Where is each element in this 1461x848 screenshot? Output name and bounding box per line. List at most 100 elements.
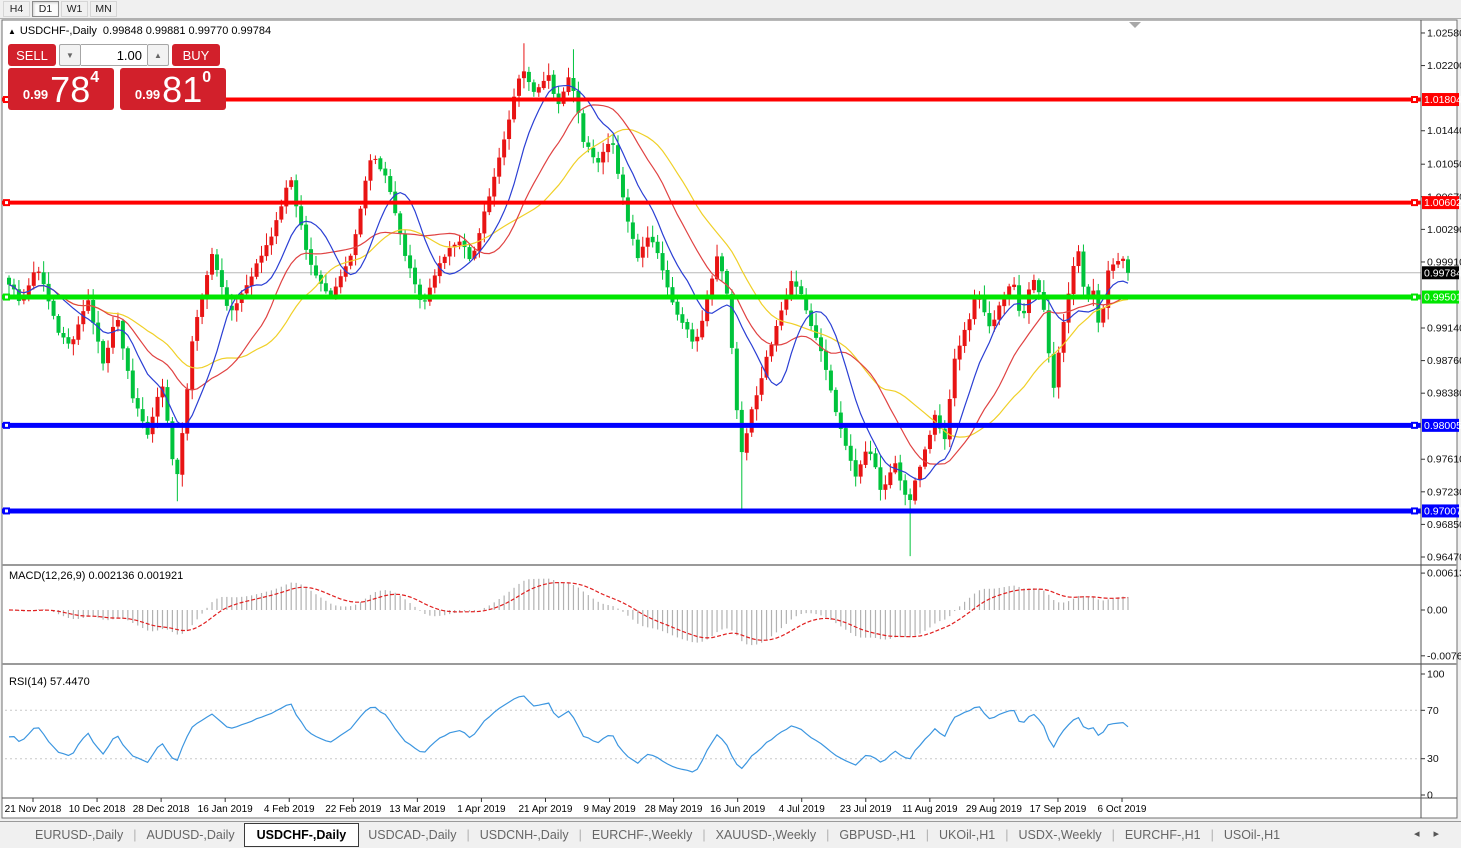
time-axis-label: 22 Feb 2019 bbox=[325, 804, 382, 815]
volume-decrease-button[interactable]: ▼ bbox=[59, 44, 81, 66]
price-label-1.00602 bbox=[1422, 196, 1459, 210]
time-axis-label: 29 Aug 2019 bbox=[966, 804, 1023, 815]
chart-tab-usdx-weekly[interactable]: USDX-,Weekly bbox=[1018, 828, 1102, 842]
chart-tab-usdcad-daily[interactable]: USDCAD-,Daily bbox=[368, 828, 457, 842]
time-axis-label: 16 Jan 2019 bbox=[198, 804, 253, 815]
chart-tab-usdcnh-daily[interactable]: USDCNH-,Daily bbox=[479, 828, 569, 842]
time-axis-label: 4 Feb 2019 bbox=[264, 804, 315, 815]
time-axis-label: 6 Oct 2019 bbox=[1098, 804, 1147, 815]
sell-price-prefix: 0.99 bbox=[22, 87, 49, 102]
sell-price-display[interactable]: 0.99 78 4 bbox=[8, 68, 114, 110]
collapse-triangle-icon[interactable]: ▲ bbox=[8, 27, 16, 36]
sell-button[interactable]: SELL bbox=[8, 44, 56, 66]
time-axis-label: 28 May 2019 bbox=[645, 804, 703, 815]
time-axis-label: 21 Apr 2019 bbox=[519, 804, 573, 815]
time-axis-label: 1 Apr 2019 bbox=[457, 804, 506, 815]
one-click-trading-panel: SELL ▼ 1.00 ▲ BUY 0.99 78 4 0.99 81 0 bbox=[8, 44, 226, 112]
chart-tab-xauusd-weekly[interactable]: XAUUSD-,Weekly bbox=[715, 828, 817, 842]
time-axis-label: 10 Dec 2018 bbox=[69, 804, 126, 815]
chart-tab-gbpusd-h1[interactable]: GBPUSD-,H1 bbox=[839, 828, 916, 842]
chart-frame bbox=[1, 19, 1458, 819]
tab-separator: | bbox=[826, 828, 830, 842]
ma-mid-line bbox=[8, 104, 1129, 465]
svg-text:0.99784: 0.99784 bbox=[1424, 267, 1461, 279]
rsi-axis-label: 70 bbox=[1427, 705, 1439, 717]
svg-text:1.00602: 1.00602 bbox=[1424, 197, 1461, 209]
sell-price-sup: 4 bbox=[90, 69, 100, 86]
timeframe-button-h4[interactable]: H4 bbox=[3, 1, 30, 17]
price-axis[interactable]: 1.025801.022001.014401.010501.006701.002… bbox=[1421, 27, 1461, 802]
tab-scroll-right-icon[interactable]: ▸ bbox=[1433, 828, 1453, 840]
time-axis-label: 17 Sep 2019 bbox=[1030, 804, 1087, 815]
timeframe-button-d1[interactable]: D1 bbox=[32, 1, 59, 17]
time-axis-label: 9 May 2019 bbox=[583, 804, 636, 815]
price-label-0.99501 bbox=[1422, 290, 1459, 304]
chart-tab-eurchf-weekly[interactable]: EURCHF-,Weekly bbox=[591, 828, 693, 842]
price-label-0.97007 bbox=[1422, 504, 1459, 518]
svg-text:0.99501: 0.99501 bbox=[1424, 292, 1461, 304]
tab-separator: | bbox=[925, 828, 929, 842]
svg-text:0.97007: 0.97007 bbox=[1424, 505, 1461, 517]
price-axis-label: 1.01440 bbox=[1427, 125, 1461, 137]
chart-tab-bar: EURUSD-,Daily | AUDUSD-,Daily USDCHF-,Daily… bbox=[0, 821, 1461, 848]
rsi-indicator bbox=[5, 695, 1421, 773]
timeframe-button-w1[interactable]: W1 bbox=[61, 1, 88, 17]
chart-shift-marker-icon bbox=[1129, 22, 1141, 28]
time-axis-label: 4 Jul 2019 bbox=[779, 804, 826, 815]
horizontal-lines bbox=[2, 96, 1421, 515]
price-axis-label: 0.96470 bbox=[1427, 551, 1461, 563]
chart-tab-eurusd-daily[interactable]: EURUSD-,Daily bbox=[35, 828, 124, 842]
tab-scroll-arrows: ◂▸ bbox=[1414, 827, 1453, 840]
tab-separator: | bbox=[1005, 828, 1009, 842]
tab-separator: | bbox=[466, 828, 470, 842]
chart-title: ▲ USDCHF-,Daily 0.99848 0.99881 0.99770 0.… bbox=[8, 25, 271, 37]
buy-price-sup: 0 bbox=[202, 69, 212, 86]
chart-tab-usoil-h1[interactable]: USOil-,H1 bbox=[1223, 828, 1281, 842]
chart-window-background bbox=[1, 19, 1458, 819]
volume-increase-button[interactable]: ▲ bbox=[147, 44, 169, 66]
rsi-line bbox=[8, 695, 1129, 773]
chart-tab-eurchf-h1[interactable]: EURCHF-,H1 bbox=[1124, 828, 1201, 842]
sell-price-big: 78 bbox=[50, 69, 91, 110]
time-axis[interactable]: 21 Nov 2018 10 Dec 2018 28 Dec 2018 16 Jan … bbox=[5, 798, 1147, 815]
macd-indicator bbox=[8, 578, 1129, 646]
triangle-down-icon: ▼ bbox=[66, 50, 74, 60]
buy-price-prefix: 0.99 bbox=[134, 87, 161, 102]
price-axis-label: 1.02200 bbox=[1427, 60, 1461, 72]
price-axis-label: 1.02580 bbox=[1427, 27, 1461, 39]
tab-scroll-left-icon[interactable]: ◂ bbox=[1413, 828, 1434, 840]
candlestick-series bbox=[7, 43, 1130, 557]
ma-slow-line bbox=[8, 128, 1129, 438]
timeframe-toolbar: H4 D1 W1 MN bbox=[0, 0, 1461, 19]
rsi-axis-label: 0 bbox=[1427, 790, 1433, 802]
time-axis-label: 21 Nov 2018 bbox=[5, 804, 62, 815]
triangle-up-icon: ▲ bbox=[154, 50, 162, 60]
rsi-axis-label: 100 bbox=[1427, 669, 1445, 681]
time-axis-label: 28 Dec 2018 bbox=[133, 804, 190, 815]
chart-tab-audusd-daily[interactable]: AUDUSD-,Daily bbox=[146, 828, 235, 842]
macd-label: MACD(12,26,9) 0.002136 0.001921 bbox=[9, 570, 183, 582]
buy-button[interactable]: BUY bbox=[172, 44, 220, 66]
buy-price-display[interactable]: 0.99 81 0 bbox=[120, 68, 226, 110]
price-axis-label: 1.01050 bbox=[1427, 159, 1461, 171]
price-label-1.01804 bbox=[1422, 93, 1459, 107]
timeframe-button-mn[interactable]: MN bbox=[90, 1, 117, 17]
chart-tab-usdchf-daily[interactable]: USDCHF-,Daily bbox=[243, 823, 360, 847]
time-axis-label: 11 Aug 2019 bbox=[902, 804, 958, 815]
chart-tab-ukoil-h1[interactable]: UKOil-,H1 bbox=[938, 828, 996, 842]
tab-separator: | bbox=[1111, 828, 1115, 842]
tab-separator: | bbox=[1210, 828, 1214, 842]
volume-input[interactable]: 1.00 bbox=[81, 44, 147, 66]
rsi-label: RSI(14) 57.4470 bbox=[9, 676, 90, 688]
tab-separator: | bbox=[702, 828, 706, 842]
